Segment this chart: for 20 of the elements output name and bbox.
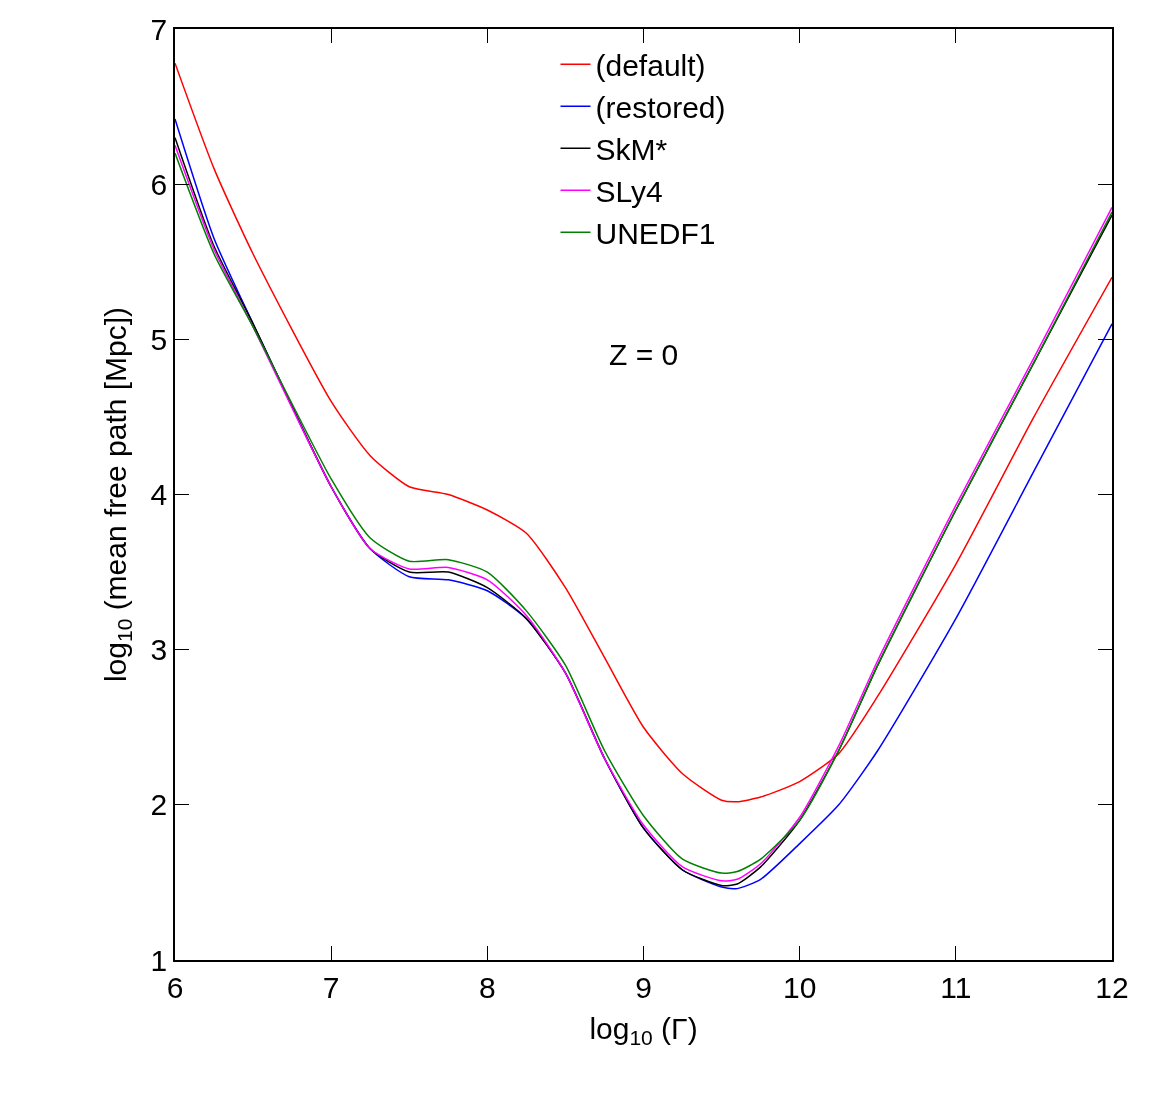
y-tick-label: 3	[150, 633, 168, 667]
y-tick-label: 2	[150, 788, 168, 822]
y-tick-label: 1	[150, 943, 168, 977]
legend-label: SkM*	[595, 133, 668, 167]
x-tick-label: 7	[322, 970, 340, 1004]
legend-label: (restored)	[595, 91, 726, 125]
legend-label: SLy4	[595, 175, 663, 209]
x-tick-label: 9	[635, 970, 652, 1004]
y-tick-label: 6	[150, 167, 168, 201]
y-tick-label: 7	[150, 12, 168, 46]
x-tick-label: 12	[1095, 970, 1129, 1004]
x-axis-title: log$_{10}$ (Γ)	[589, 1011, 698, 1050]
y-tick-label: 4	[150, 478, 168, 511]
x-tick-label: 10	[782, 970, 817, 1004]
legend-label: (default)	[595, 49, 706, 83]
y-tick-label: 5	[150, 322, 168, 356]
x-tick-label: 8	[478, 970, 496, 1004]
annotation: Z = 0	[609, 338, 679, 371]
x-tick-label: 11	[940, 970, 972, 1004]
legend-label: UNEDF1	[595, 217, 716, 251]
